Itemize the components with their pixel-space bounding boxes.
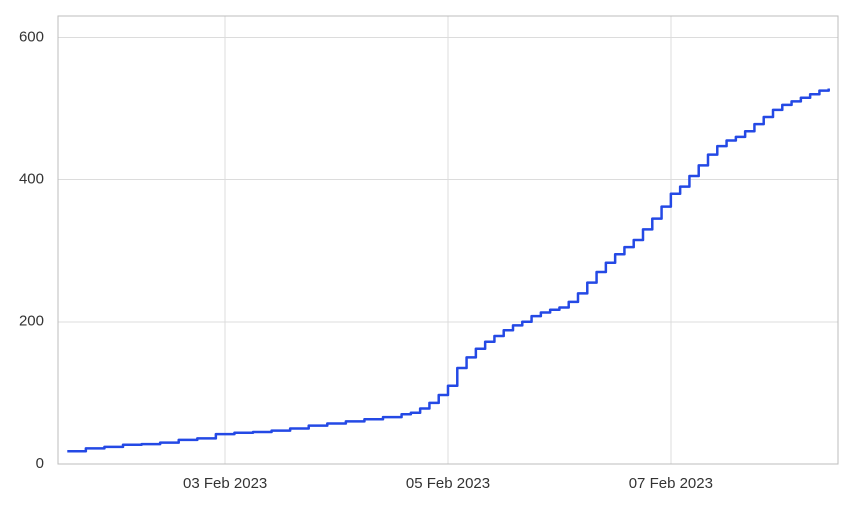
chart-background bbox=[0, 0, 850, 514]
y-tick-label: 600 bbox=[19, 28, 44, 45]
y-tick-label: 0 bbox=[36, 455, 44, 472]
x-tick-label: 03 Feb 2023 bbox=[183, 475, 267, 492]
x-tick-label: 07 Feb 2023 bbox=[629, 475, 713, 492]
y-tick-label: 400 bbox=[19, 171, 44, 188]
line-chart: 0 200 400 600 03 Feb 2023 05 Feb 2023 07 Feb 2… bbox=[0, 0, 850, 514]
x-axis: 03 Feb 2023 05 Feb 2023 07 Feb 2023 bbox=[183, 475, 713, 492]
y-tick-label: 200 bbox=[19, 313, 44, 330]
chart-container: 0 200 400 600 03 Feb 2023 05 Feb 2023 07 Feb 2… bbox=[0, 0, 850, 514]
x-tick-label: 05 Feb 2023 bbox=[406, 475, 490, 492]
